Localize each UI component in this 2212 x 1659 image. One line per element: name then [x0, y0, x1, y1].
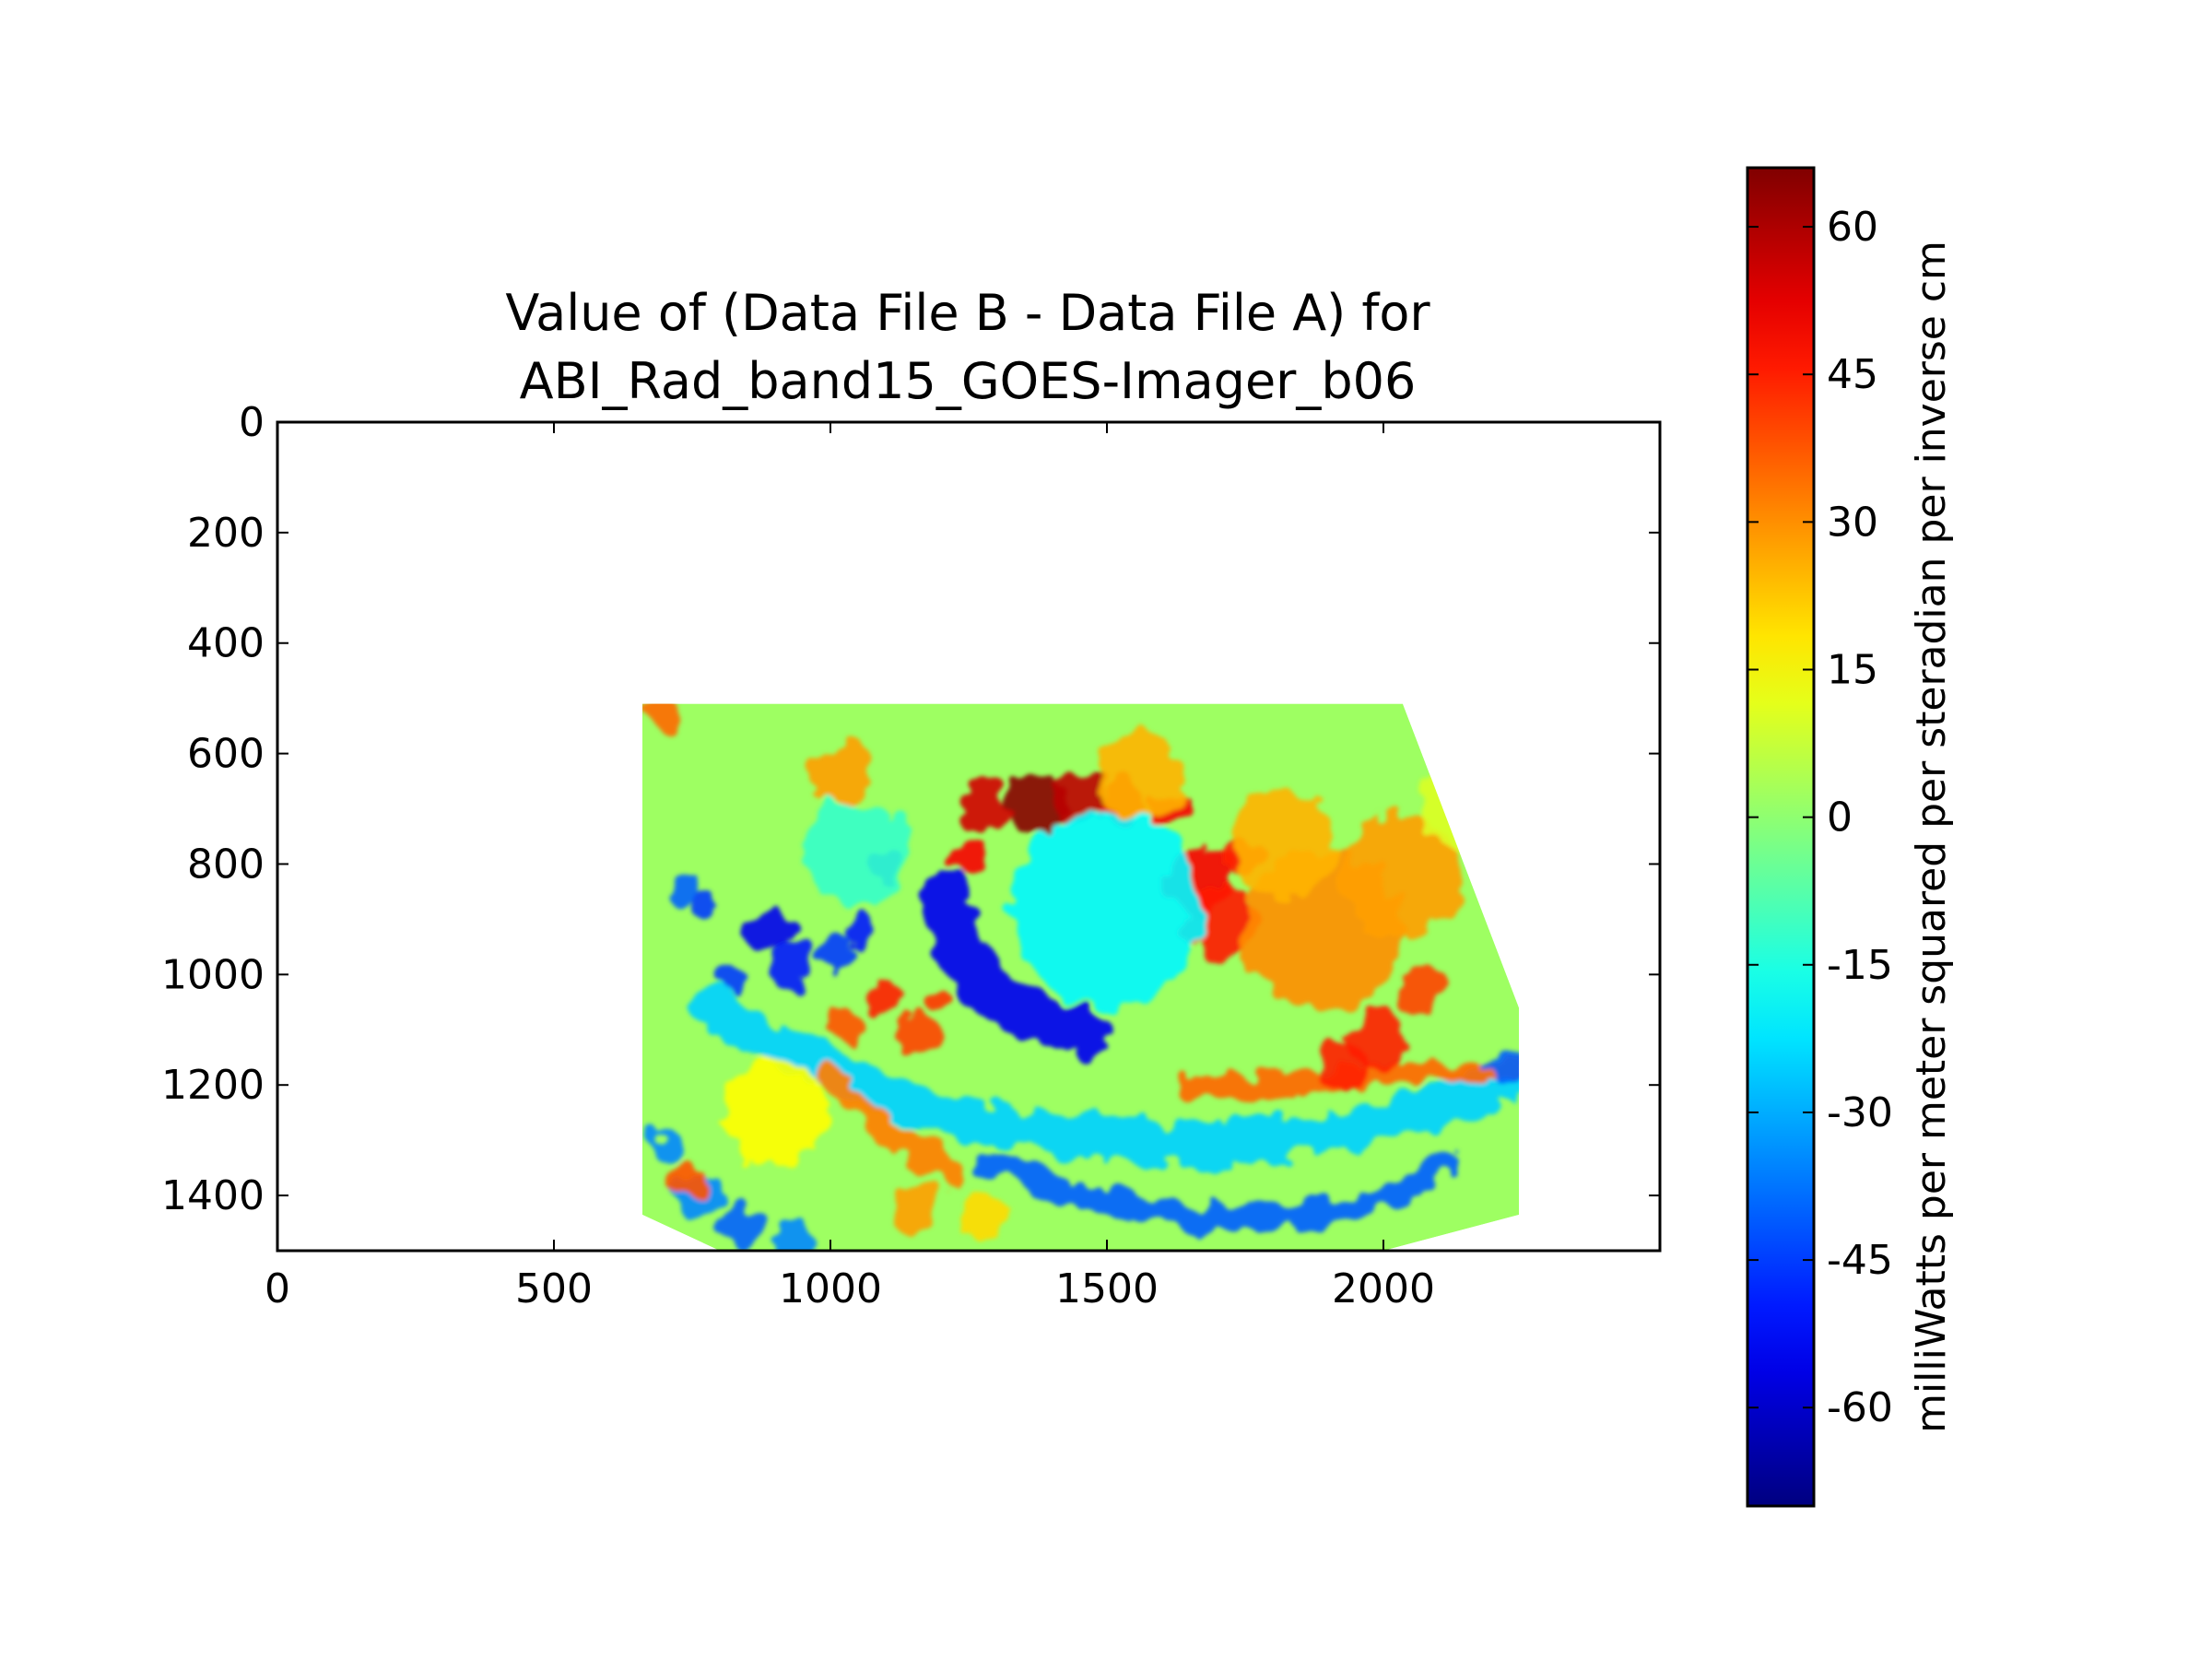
heatmap-blob: [899, 1013, 939, 1053]
heatmap-blob: [818, 935, 854, 971]
heatmap-blob: [896, 1183, 942, 1230]
heatmap-blob: [648, 1129, 681, 1162]
colorbar-tick-label: 45: [1827, 351, 1878, 398]
heatmap-blob: [722, 1203, 762, 1243]
heatmap-blob: [844, 914, 877, 947]
colorbar-ticks: 60 45 30 15 0 -15 -30 -45 -60: [1747, 204, 1893, 1431]
heatmap-blob: [1007, 772, 1068, 834]
heatmap-blob: [962, 1194, 1008, 1241]
heatmap-blob: [776, 1224, 813, 1251]
y-tick-label: 400: [187, 620, 265, 667]
colorbar-gradient: [1747, 168, 1814, 1506]
y-tick-label: 600: [187, 731, 265, 778]
y-tick-label: 1200: [161, 1062, 265, 1109]
colorbar-tick-label: 15: [1827, 647, 1878, 694]
colorbar-tick-label: 30: [1827, 499, 1878, 546]
heatmap-blob: [714, 964, 747, 996]
heatmap-blob: [948, 839, 989, 878]
heatmap-blob: [830, 1013, 864, 1046]
heatmap-blob: [666, 877, 696, 906]
x-tick-label: 500: [515, 1265, 593, 1312]
x-tick-label: 2000: [1332, 1265, 1435, 1312]
heatmap-band: [978, 1149, 1463, 1230]
colorbar-tick-label: -45: [1827, 1237, 1893, 1284]
colorbar-frame: [1746, 166, 1816, 1508]
y-tick-label: 1400: [161, 1172, 265, 1219]
heatmap-blob: [671, 1163, 708, 1200]
x-tick-label: 0: [265, 1265, 290, 1312]
heatmap-blob: [1337, 813, 1463, 937]
x-tick-label: 1000: [779, 1265, 882, 1312]
plot-area: [642, 703, 1519, 1251]
heatmap-blob: [1096, 731, 1184, 820]
colorbar-tick-label: 60: [1827, 204, 1878, 251]
heatmap-band: [817, 1060, 971, 1187]
heatmap-blob: [1397, 960, 1447, 1011]
heatmap-blob: [865, 979, 901, 1015]
y-tick-label: 0: [239, 399, 265, 446]
plot-frame: [276, 420, 1662, 1253]
colorbar-tick-label: -15: [1827, 942, 1893, 989]
colorbar-tick-label: 0: [1827, 794, 1853, 841]
chart-title-line-1: Value of (Data File B - Data File A) for: [505, 284, 1430, 342]
heatmap-blob: [769, 943, 815, 990]
heatmap-blob: [648, 703, 681, 731]
heatmap-features: [648, 703, 1519, 1251]
heatmap-blob: [690, 889, 716, 915]
heatmap-blob: [1185, 885, 1261, 959]
y-tick-label: 800: [187, 841, 265, 888]
heatmap-blob: [1230, 788, 1337, 896]
heatmap-data: [642, 703, 1519, 1251]
heatmap-blob: [1009, 810, 1205, 1006]
colorbar-tick-label: -60: [1827, 1384, 1893, 1431]
y-axis: 0 200 400 600 800 1000 1200 1400: [161, 399, 1660, 1219]
heatmap-band: [919, 873, 1110, 1057]
colorbar: 60 45 30 15 0 -15 -30 -45 -60 milliWatts per met…: [1746, 166, 1955, 1508]
heatmap-blob: [722, 1059, 829, 1166]
y-tick-label: 200: [187, 510, 265, 557]
colorbar-tick-label: -30: [1827, 1089, 1893, 1136]
heatmap-blob: [805, 799, 912, 907]
heatmap-blob: [1053, 771, 1106, 825]
y-tick-label: 1000: [161, 951, 265, 998]
heatmap-blob: [960, 783, 1010, 834]
heatmap-blob: [1317, 1041, 1367, 1091]
x-tick-label: 1500: [1055, 1265, 1159, 1312]
heatmap-blob: [811, 742, 872, 804]
colorbar-label: milliWatts per meter squared per steradi…: [1908, 241, 1955, 1433]
heatmap-blob: [747, 909, 792, 952]
chart-title-line-2: ABI_Rad_band15_GOES-Imager_b06: [520, 352, 1417, 410]
heatmap-blob: [1418, 744, 1519, 852]
x-axis: 0 500 1000 1500 2000: [265, 422, 1435, 1312]
heatmap-blob: [926, 984, 956, 1014]
heatmap-blob: [1489, 1051, 1519, 1087]
